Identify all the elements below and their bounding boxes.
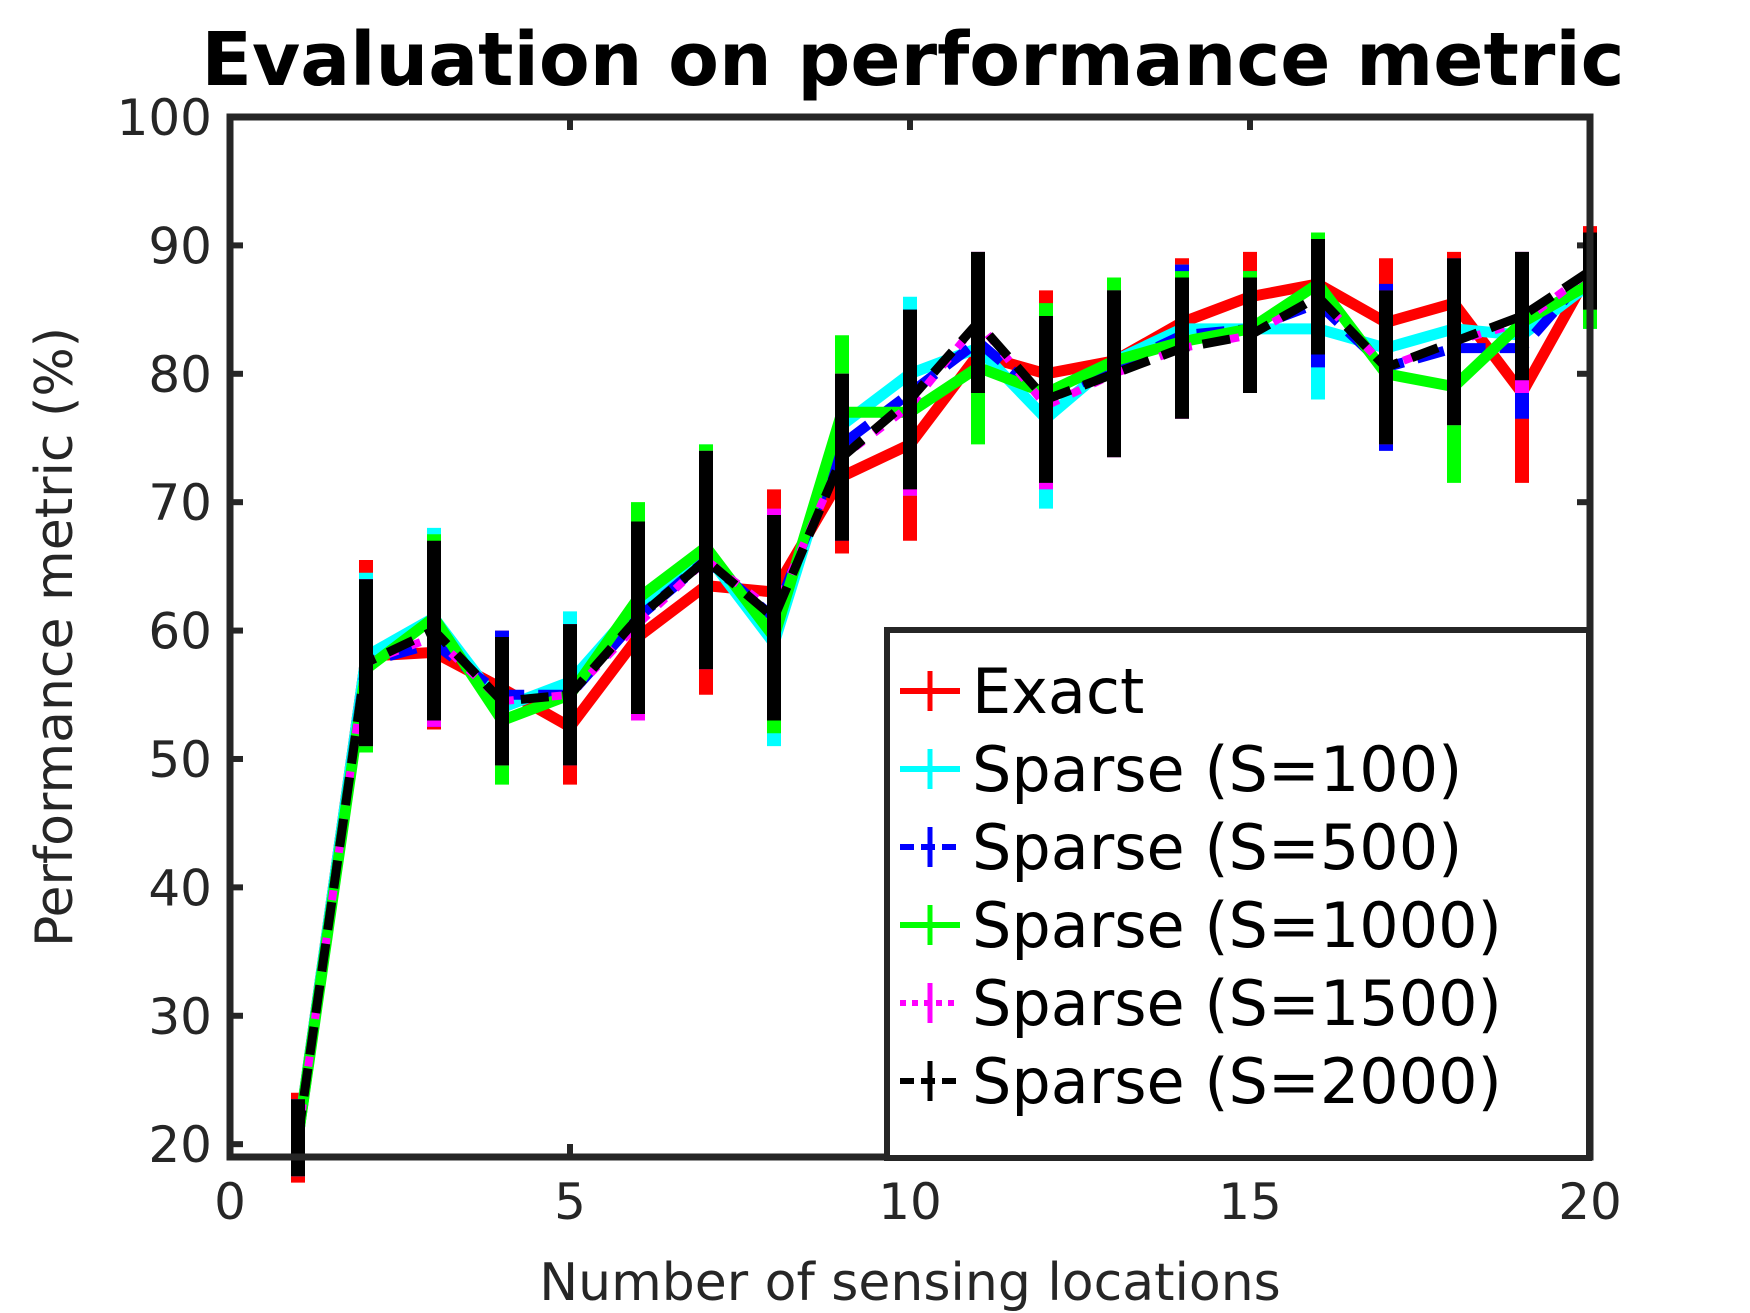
legend-label: Sparse (S=1500) [972,967,1502,1040]
x-tick-label: 5 [554,1173,586,1231]
x-tick-label: 10 [878,1173,942,1231]
legend-label: Sparse (S=500) [972,811,1462,884]
x-tick-label: 20 [1558,1173,1622,1231]
y-tick-label: 70 [148,474,212,532]
chart-title: Evaluation on performance metric [201,17,1624,103]
x-axis-label: Number of sensing locations [539,1253,1281,1313]
y-tick-label: 60 [148,603,212,661]
tick-labels: 0 5 10 15 20 20 30 40 50 60 70 80 90 100 [117,89,1622,1231]
legend-item: Sparse (S=100) [900,733,1462,806]
legend-label: Sparse (S=2000) [972,1045,1502,1118]
series-line [293,267,1593,1139]
y-axis-label: Performance metric (%) [25,327,85,947]
legend-item: Sparse (S=500) [900,811,1462,884]
series-6 [291,232,1597,1177]
legend-label: Exact [972,655,1144,728]
series-line [293,267,1594,1139]
y-tick-label: 30 [148,988,212,1046]
y-tick-label: 90 [148,217,212,275]
y-tick-label: 20 [148,1116,212,1174]
y-tick-label: 40 [148,859,212,917]
y-tick-label: 50 [148,731,212,789]
legend-item: Sparse (S=1000) [900,889,1502,962]
legend-item: Exact [900,655,1144,728]
x-tick-label: 15 [1218,1173,1282,1231]
legend-box [884,627,1592,1161]
legend-item: Sparse (S=1500) [900,967,1502,1040]
legend-item: Sparse (S=2000) [900,1045,1502,1118]
legend-label: Sparse (S=1000) [972,889,1502,962]
y-tick-label: 100 [117,89,212,147]
y-tick-label: 80 [148,346,212,404]
x-tick-label: 0 [214,1173,246,1231]
legend-label: Sparse (S=100) [972,733,1462,806]
